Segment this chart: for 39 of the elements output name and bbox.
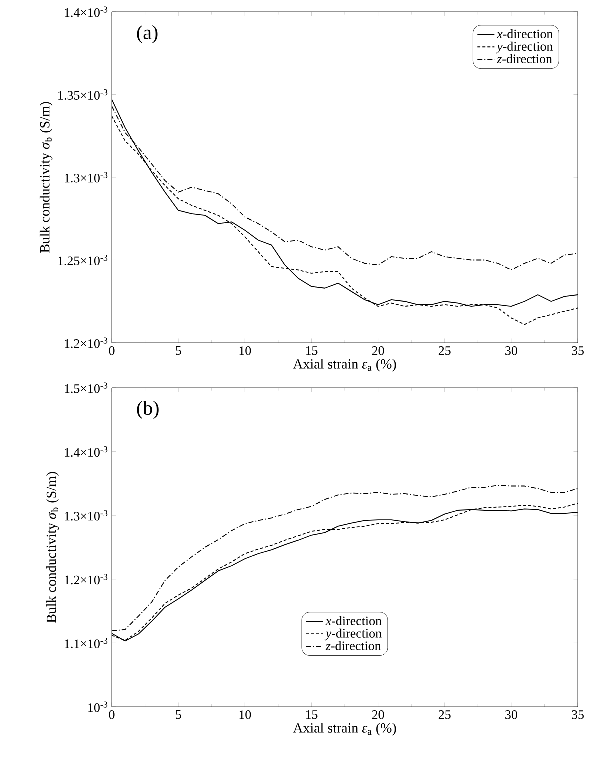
x-tick-label: 15 bbox=[306, 346, 318, 356]
x-tick-label: 35 bbox=[572, 710, 584, 720]
y-tick-label: 1.35×10$^{-3}$ bbox=[58, 89, 108, 100]
legend-label: y-direction bbox=[324, 628, 382, 641]
x-tick-label: 5 bbox=[176, 710, 182, 720]
y-tick-label: 1.5×10$^{-3}$ bbox=[65, 382, 108, 394]
annotation: (a) bbox=[137, 25, 158, 44]
x-tick-label: 25 bbox=[438, 710, 451, 720]
x-tick-label: 0 bbox=[109, 710, 115, 720]
y-tick-label: 1.3×10$^{-3}$ bbox=[65, 510, 108, 521]
y-tick-label: 1.2×10$^{-3}$ bbox=[65, 574, 108, 585]
y-tick-label: 1.3×10$^{-3}$ bbox=[65, 172, 108, 183]
x-axis-title: Axial strain ε$_{a}$ (%) bbox=[293, 723, 396, 736]
x-tick-label: 30 bbox=[506, 710, 518, 720]
legend-label: x-direction bbox=[496, 29, 553, 39]
x-tick-label: 10 bbox=[240, 710, 252, 720]
y-axis-title: Bulk conductivity σ$_{b}$ (S/m) bbox=[46, 472, 60, 623]
legend-label: x-direction bbox=[326, 616, 382, 626]
x-tick-label: 0 bbox=[109, 346, 115, 356]
x-tick-label: 20 bbox=[372, 346, 384, 356]
y-tick-label: 1.1×10$^{-3}$ bbox=[65, 638, 108, 648]
y-tick-label: 1.2×10$^{-3}$ bbox=[65, 338, 108, 348]
legend-label: z-direction bbox=[496, 54, 552, 64]
x-tick-label: 35 bbox=[572, 346, 584, 356]
y-tick-label: 1.4×10$^{-3}$ bbox=[65, 446, 108, 458]
y-tick-label: 10$^{-3}$ bbox=[88, 702, 108, 712]
x-tick-label: 30 bbox=[506, 346, 518, 356]
x-axis-title: Axial strain ε$_{a}$ (%) bbox=[293, 359, 396, 372]
y-tick-label: 1.4×10$^{-3}$ bbox=[65, 6, 108, 18]
y-axis-title: Bulk conductivity σ$_{b}$ (S/m) bbox=[40, 102, 53, 253]
x-tick-label: 5 bbox=[176, 346, 182, 356]
x-tick-label: 25 bbox=[438, 346, 451, 356]
annotation: (b) bbox=[137, 401, 159, 420]
y-tick-label: 1.25×10$^{-3}$ bbox=[58, 254, 108, 266]
legend-label: z-direction bbox=[326, 641, 382, 650]
x-tick-label: 10 bbox=[240, 346, 252, 356]
legend-label: y-direction bbox=[496, 42, 554, 54]
x-tick-label: 15 bbox=[306, 710, 318, 720]
x-tick-label: 20 bbox=[372, 710, 384, 720]
